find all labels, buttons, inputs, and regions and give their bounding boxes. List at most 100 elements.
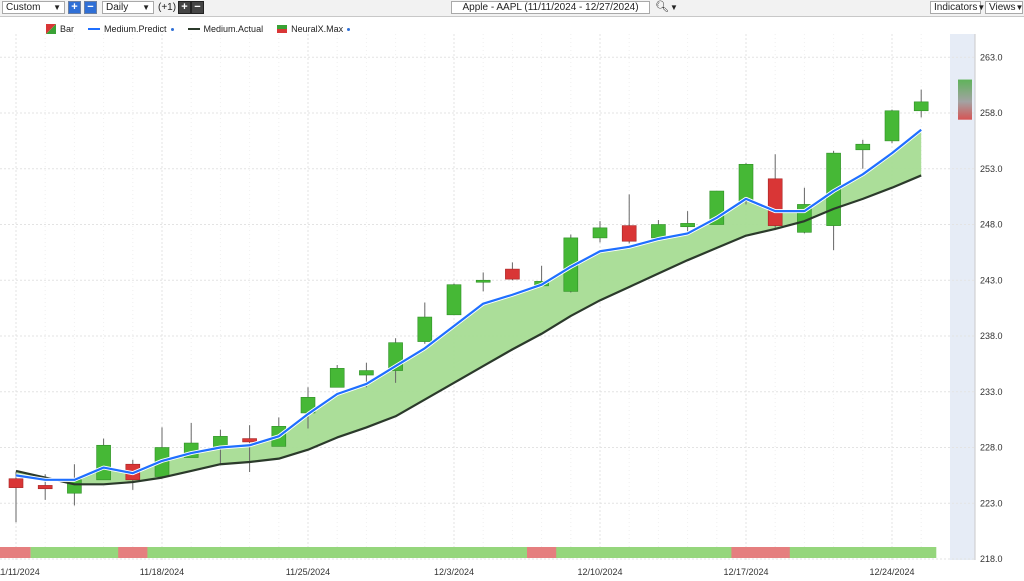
candle-body — [67, 479, 82, 494]
signal-strip-cell — [760, 547, 791, 558]
line-swatch-icon — [187, 28, 200, 30]
signal-strip-cell — [819, 547, 849, 558]
signal-strip-cell — [0, 547, 31, 558]
zoom-in-button[interactable]: + — [68, 1, 81, 14]
y-tick-label: 243.0 — [980, 275, 1003, 285]
candle — [8, 472, 24, 523]
line-swatch-icon — [88, 28, 101, 30]
candle-body — [651, 224, 666, 239]
offset-label: (+1) — [158, 2, 177, 13]
candle-body — [505, 268, 520, 280]
candle — [826, 150, 841, 251]
signal-strip-cell — [147, 547, 178, 558]
preset-select-label: Custom — [6, 2, 41, 13]
signal-strip-cell — [789, 547, 820, 558]
signal-strip-cell — [848, 547, 878, 558]
candle-body — [592, 227, 608, 239]
x-tick-label: 12/24/2024 — [869, 567, 914, 577]
signal-strip-cell — [556, 547, 586, 558]
y-tick-label: 238.0 — [980, 331, 1003, 341]
candle — [884, 109, 900, 144]
chevron-down-icon[interactable]: ▼ — [670, 3, 678, 12]
signal-strip-cell — [381, 547, 411, 558]
legend-item-bar[interactable]: Bar — [46, 22, 74, 36]
y-tick-label: 258.0 — [980, 108, 1003, 118]
chevron-down-icon: ▼ — [142, 3, 150, 12]
candle-body — [329, 368, 345, 388]
preset-select[interactable]: Custom ▼ — [2, 1, 65, 14]
signal-strip-cell — [118, 547, 148, 558]
candle — [505, 262, 520, 281]
signal-strip-cell — [410, 547, 440, 558]
x-tick-label: 11/11/2024 — [0, 567, 40, 577]
indicators-label: Indicators — [934, 2, 978, 13]
candle-body — [96, 444, 111, 481]
toolbar: Custom ▼ + − Daily ▼ (+1) + − Apple - AA… — [0, 0, 1024, 17]
medium-predict-halo — [15, 128, 923, 482]
candle — [475, 272, 491, 292]
y-tick-label: 233.0 — [980, 387, 1003, 397]
x-tick-label: 12/3/2024 — [434, 567, 474, 577]
x-tick-label: 11/25/2024 — [286, 567, 330, 577]
symbol-title: Apple - AAPL (11/11/2024 - 12/27/2024) — [462, 2, 639, 13]
offset-increase-button[interactable]: + — [178, 1, 191, 14]
candle-body — [680, 223, 695, 228]
neuralx-max-bar — [958, 79, 972, 120]
views-button[interactable]: Views ▼ — [985, 1, 1023, 14]
signal-strip-cell — [585, 547, 616, 558]
signal-strip-cell — [906, 547, 937, 558]
candle — [329, 364, 345, 388]
views-label: Views — [989, 2, 1016, 13]
signal-strip-cell — [293, 547, 324, 558]
candle — [154, 427, 170, 477]
y-tick-label: 253.0 — [980, 164, 1003, 174]
predict-actual-fill — [16, 129, 922, 485]
candle — [417, 302, 433, 344]
signal-strip-cell — [235, 547, 265, 558]
signal-strip-cell — [176, 547, 207, 558]
signal-strip-cell — [351, 547, 382, 558]
indicators-button[interactable]: Indicators ▼ — [930, 1, 985, 14]
medium-actual-line — [15, 174, 922, 486]
candle-body — [913, 101, 929, 112]
chevron-down-icon: ▼ — [53, 3, 61, 12]
x-tick-label: 12/10/2024 — [577, 567, 622, 577]
signal-strip-cell — [468, 547, 499, 558]
candle — [592, 221, 608, 243]
candle-body — [884, 110, 900, 142]
legend-item-medium-predict[interactable]: Medium.Predict — [88, 22, 174, 36]
offset-decrease-button[interactable]: − — [191, 1, 204, 14]
candle-body — [855, 143, 871, 151]
symbol-title-field[interactable]: Apple - AAPL (11/11/2024 - 12/27/2024) — [451, 1, 650, 14]
medium-predict-line — [15, 128, 922, 481]
signal-strip-cell — [264, 547, 294, 558]
y-tick-label: 223.0 — [980, 498, 1003, 508]
candle-body — [767, 178, 783, 226]
legend-label: Bar — [60, 24, 75, 34]
chevron-down-icon: ▼ — [1015, 3, 1024, 12]
signal-strip-cell — [702, 547, 732, 558]
signal-strip-cell — [731, 547, 762, 558]
legend-label: Medium.Predict — [104, 24, 167, 34]
signal-strip-cell — [614, 547, 645, 558]
chevron-down-icon: ▼ — [977, 3, 986, 12]
y-tick-label: 248.0 — [980, 220, 1003, 230]
candle-body — [621, 225, 637, 242]
candle — [767, 154, 783, 228]
signal-strip-cell — [89, 547, 119, 558]
forecast-band — [950, 34, 975, 560]
zoom-out-button[interactable]: − — [84, 1, 97, 14]
candle-body — [37, 485, 53, 490]
candle — [446, 283, 462, 316]
candle — [680, 211, 695, 233]
search-icon[interactable]: 🔍︎ — [655, 1, 669, 13]
period-select-label: Daily — [106, 2, 129, 13]
y-tick-label: 263.0 — [980, 52, 1003, 62]
bar-swatch-icon — [46, 24, 56, 34]
period-select[interactable]: Daily ▼ — [102, 1, 154, 14]
legend-item-neuralx-max[interactable]: NeuralX.Max — [277, 22, 351, 36]
flag-swatch-icon — [277, 25, 288, 33]
candle — [96, 438, 111, 481]
legend-item-medium-actual[interactable]: Medium.Actual — [187, 22, 263, 36]
